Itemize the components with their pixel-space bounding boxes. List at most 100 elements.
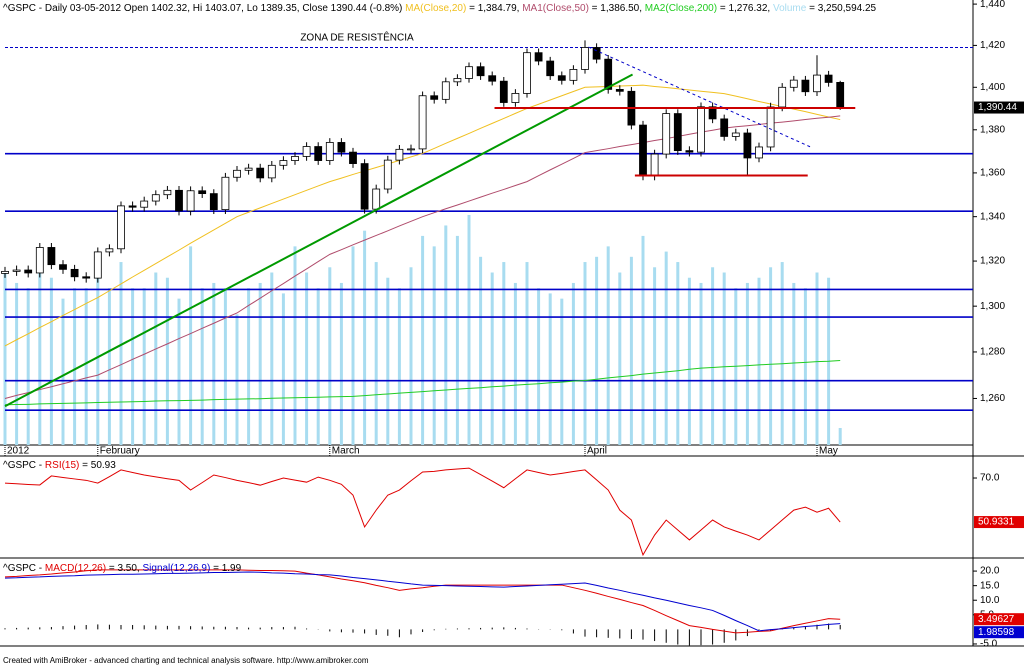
candle-body xyxy=(302,146,311,157)
volume-bar xyxy=(641,235,645,445)
volume-bar xyxy=(351,246,355,445)
legend-entry: MA2(Close,200) xyxy=(645,3,717,14)
value-tag-label: 50.9331 xyxy=(978,517,1015,528)
x-tick-label: 2012 xyxy=(7,446,30,457)
y-tick-label: 10.0 xyxy=(980,595,1000,606)
indicator-line xyxy=(4,467,841,557)
candle-body xyxy=(731,132,740,137)
volume-bar xyxy=(490,272,494,445)
volume-bar xyxy=(560,298,564,445)
y-tick-label: 1,400 xyxy=(980,82,1005,93)
candle-body xyxy=(372,188,381,210)
volume-bar xyxy=(200,288,204,445)
volume-bar xyxy=(513,282,517,445)
candle-body xyxy=(291,156,299,161)
legend-value: = 50.93 xyxy=(79,460,116,471)
candle-body xyxy=(476,66,485,77)
volume-bar xyxy=(629,256,633,445)
volume-bar xyxy=(165,277,169,445)
footer: Created with AmiBroker - advanced charti… xyxy=(3,656,369,665)
y-tick-label: 1,300 xyxy=(980,301,1005,312)
candle-body xyxy=(615,89,624,92)
candle-body xyxy=(209,193,218,211)
candle-body xyxy=(650,153,659,177)
legend-entry: Signal(12,26,9) xyxy=(142,563,210,574)
candle-body xyxy=(673,113,682,152)
candle-body xyxy=(488,75,497,82)
volume-bar xyxy=(803,288,807,445)
x-tick-label: May xyxy=(819,446,838,457)
y-tick-label: 1,340 xyxy=(980,211,1005,222)
candle-body xyxy=(592,47,601,60)
volume-bar xyxy=(316,288,320,445)
candle-body xyxy=(198,190,207,195)
volume-bar xyxy=(3,272,7,445)
indicator-line xyxy=(4,569,841,634)
value-tag xyxy=(974,101,1024,114)
x-tick-label: March xyxy=(332,446,360,457)
legend: ^GSPC - MACD(12,26) = 3.50, Signal(12,26… xyxy=(3,563,242,574)
y-tick-label: 1,320 xyxy=(980,256,1005,267)
volume-bar xyxy=(618,272,622,445)
legend-entry: MA1(Close,50) xyxy=(522,3,589,14)
candle-body xyxy=(35,247,44,274)
trend-line xyxy=(4,73,634,408)
volume-bar xyxy=(502,262,506,445)
volume-bar xyxy=(455,235,459,445)
y-tick-label: 1,280 xyxy=(980,347,1005,358)
volume-bar xyxy=(363,230,367,445)
candle-body xyxy=(244,167,253,171)
candle-body xyxy=(151,194,160,202)
candle-body xyxy=(117,205,125,250)
volume-bar xyxy=(397,288,401,445)
candle-body xyxy=(778,86,787,108)
volume-bar xyxy=(293,246,297,445)
candle-body xyxy=(557,75,566,81)
x-tick-label: April xyxy=(587,446,607,457)
candle-body xyxy=(82,276,91,279)
candle-body xyxy=(1,270,9,274)
candle-body xyxy=(407,148,415,151)
candle-body xyxy=(824,74,833,83)
candle-body xyxy=(128,205,137,208)
candle-body xyxy=(511,93,520,103)
y-tick-label: 1,260 xyxy=(980,393,1005,404)
candle-body xyxy=(836,82,845,108)
candle-body xyxy=(70,268,79,278)
indicator-line xyxy=(4,84,841,347)
y-tick-label: 1,440 xyxy=(980,0,1005,10)
candle-body xyxy=(360,163,369,210)
candle-body xyxy=(546,60,555,77)
volume-bar xyxy=(548,293,552,445)
legend: ^GSPC - Daily 03-05-2012 Open 1402.32, H… xyxy=(3,3,877,14)
candle-body xyxy=(569,69,578,81)
candle-body xyxy=(186,190,195,212)
volume-bar xyxy=(189,246,193,445)
y-tick-label: 1,420 xyxy=(980,40,1005,51)
legend-prefix: ^GSPC - Daily 03-05-2012 Open 1402.32, H… xyxy=(3,3,405,14)
candle-body xyxy=(523,52,531,94)
volume-bar xyxy=(119,262,123,445)
candle-body xyxy=(337,142,346,153)
legend-prefix: ^GSPC - xyxy=(3,460,45,471)
volume-bar xyxy=(815,272,819,445)
volume-bar xyxy=(107,288,111,445)
volume-bar xyxy=(479,256,483,445)
y-tick-label: 15.0 xyxy=(980,580,1000,591)
volume-bar xyxy=(154,272,158,445)
volume-bar xyxy=(595,256,599,445)
candle-body xyxy=(465,66,473,79)
annotation: ZONA DE RESISTÊNCIA xyxy=(300,31,414,44)
volume-bar xyxy=(328,267,332,445)
candle-body xyxy=(418,95,427,150)
value-tag-label: 3.49627 xyxy=(978,614,1015,625)
candle-body xyxy=(755,146,763,159)
volume-bar xyxy=(270,272,274,445)
volume-bar xyxy=(676,262,680,445)
candle-body xyxy=(325,142,334,161)
volume-bar xyxy=(177,298,181,445)
candle-body xyxy=(279,160,288,166)
volume-bar xyxy=(606,246,610,445)
volume-bar xyxy=(339,282,343,445)
